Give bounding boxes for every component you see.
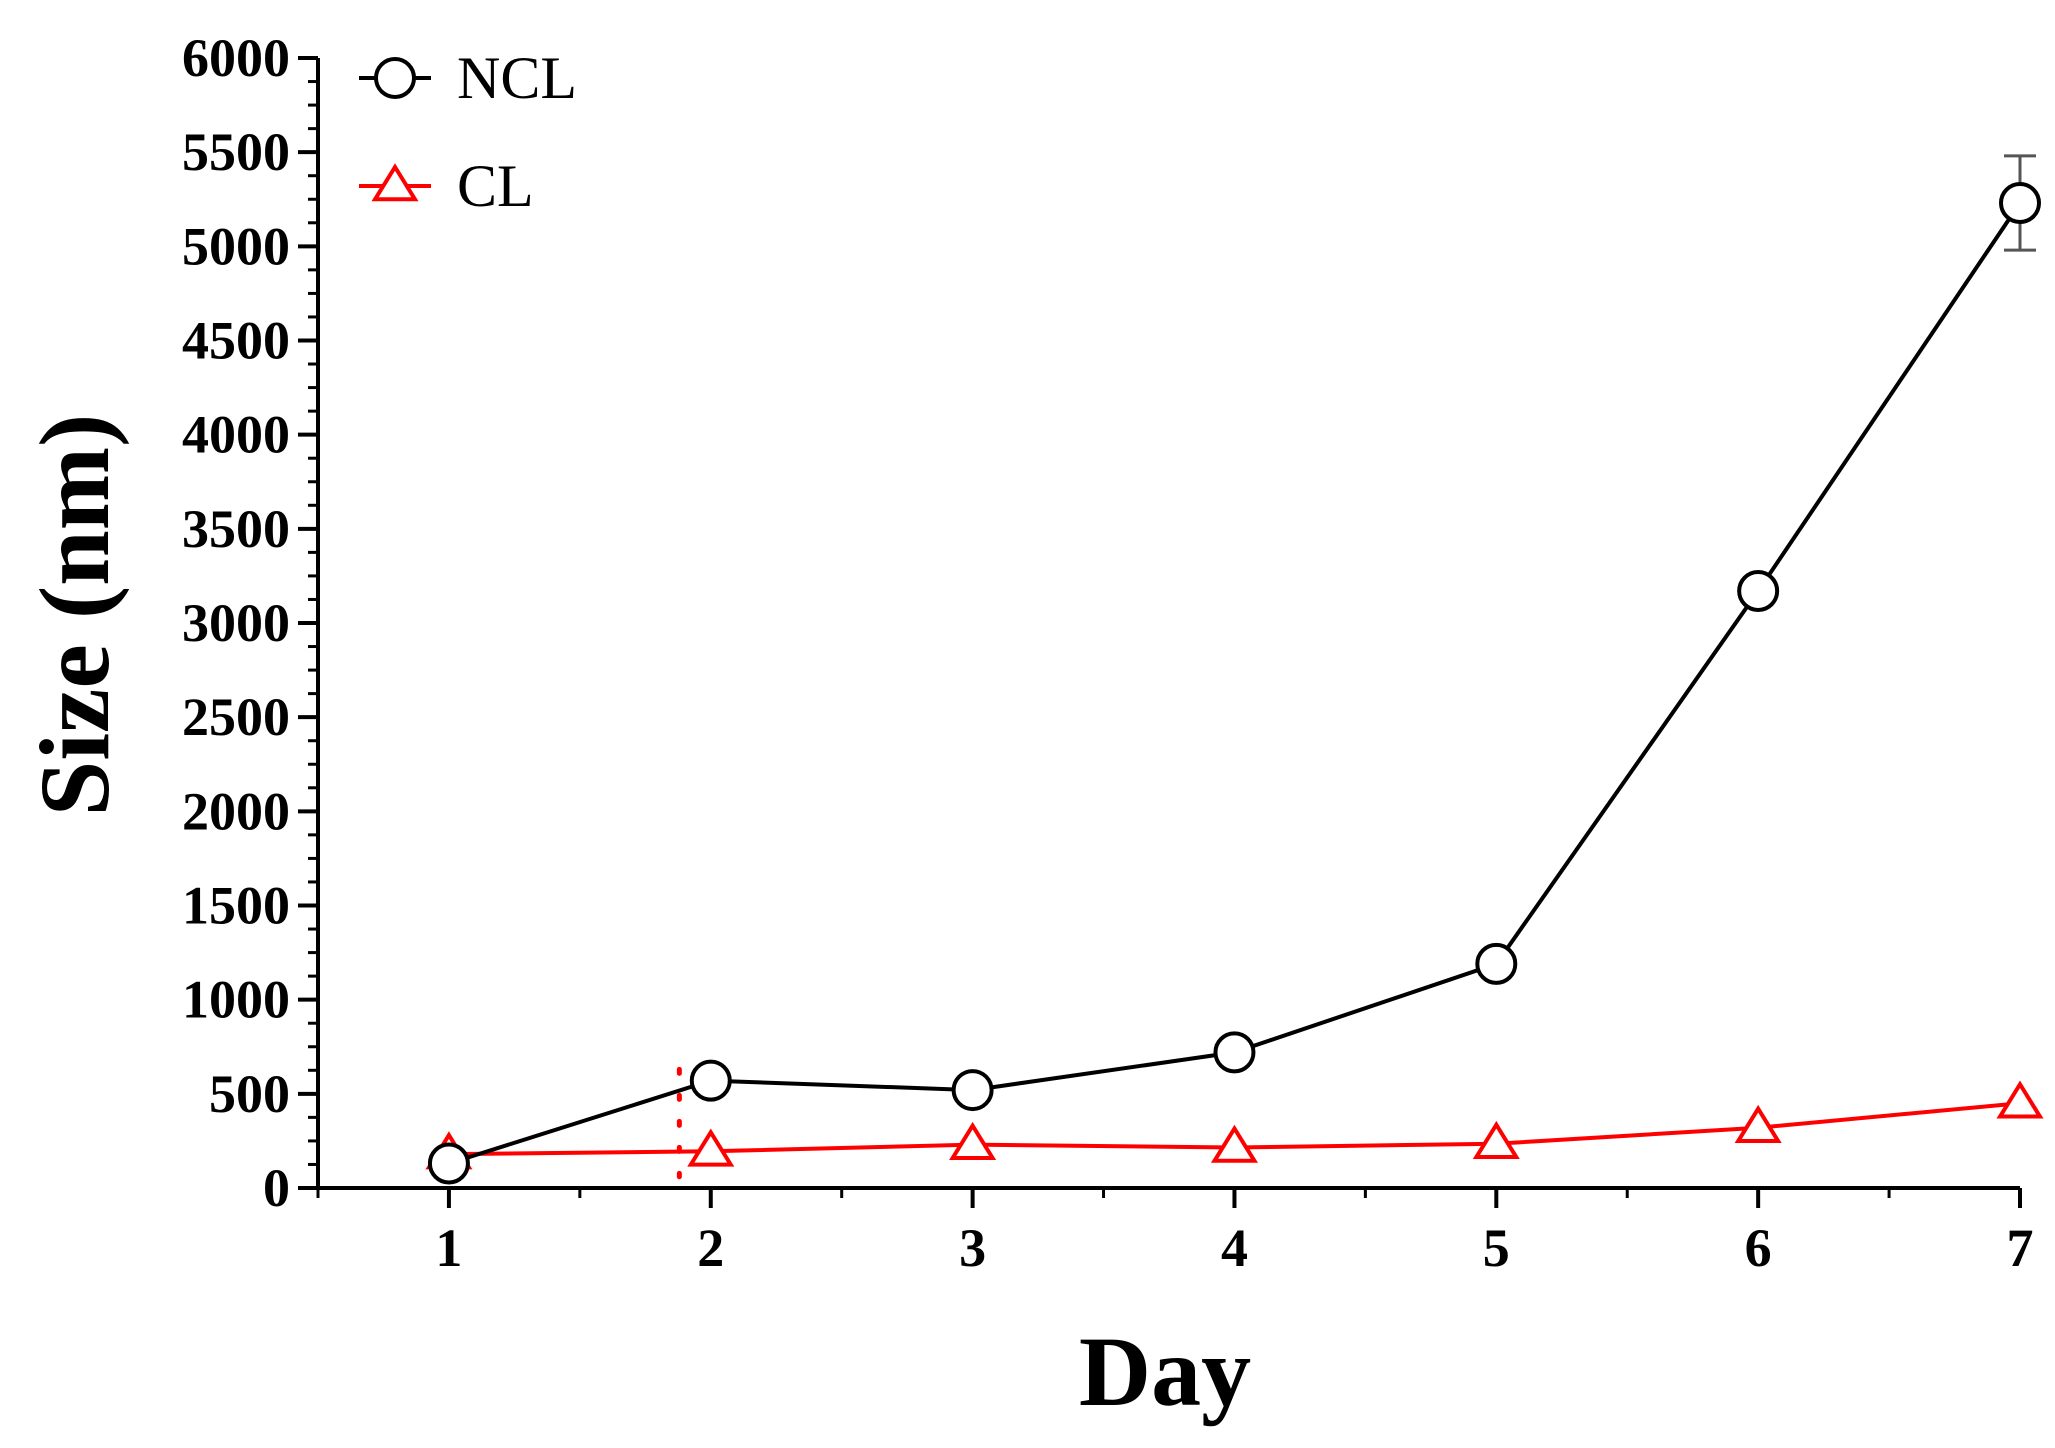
legend-cl-label: CL [457, 153, 534, 219]
cl-point [687, 1128, 735, 1167]
ncl-point [1475, 942, 1518, 985]
y-tick-label: 5000 [182, 216, 290, 276]
y-tick-label: 1500 [182, 876, 290, 936]
y-tick-label: 4500 [182, 311, 290, 371]
y-tick-label: 3500 [182, 499, 290, 559]
x-tick-label: 3 [959, 1218, 986, 1278]
y-tick-label: 5500 [182, 122, 290, 182]
ncl-point [1737, 569, 1780, 612]
y-tick-label: 2000 [182, 781, 290, 841]
cl-point [1472, 1120, 1520, 1160]
ncl-point [427, 1142, 470, 1185]
plot-area: 0 500 1000 1500 2000 2500 3000 3500 4000 4500 5000… [182, 28, 2034, 1278]
series-layer [425, 154, 2044, 1185]
y-tick-label: 2500 [182, 687, 290, 747]
y-tick-label: 0 [263, 1158, 290, 1218]
x-tick-label: 4 [1221, 1218, 1248, 1278]
cl-point [949, 1121, 997, 1160]
x-tick-label: 1 [435, 1218, 462, 1278]
ncl-point [1213, 1031, 1256, 1074]
ncl-series-line [448, 201, 2022, 1166]
ncl-point [951, 1069, 994, 1112]
x-tick-label: 2 [697, 1218, 724, 1278]
y-tick-label: 1000 [182, 970, 290, 1030]
ncl-point [1999, 182, 2041, 225]
legend-cl-marker [371, 163, 419, 202]
cl-point [1210, 1124, 1258, 1163]
y-tick-label: 6000 [182, 28, 290, 88]
y-axis-title: Size (nm) [19, 414, 130, 817]
y-tick-label: 3000 [182, 593, 290, 653]
cl-point [1996, 1080, 2044, 1119]
x-axis-title: Day [1079, 1316, 1251, 1427]
x-tick-label: 5 [1483, 1218, 1510, 1278]
x-tick-label: 7 [2007, 1218, 2034, 1278]
legend-ncl-marker [374, 57, 416, 99]
legend-ncl-label: NCL [457, 45, 577, 111]
ncl-point [689, 1059, 732, 1102]
y-tick-label: 4000 [182, 405, 290, 465]
x-tick-label: 6 [1745, 1218, 1772, 1278]
y-tick-label: 500 [209, 1064, 290, 1124]
cl-point [1734, 1104, 1782, 1144]
legend: NCL CL [359, 45, 577, 219]
